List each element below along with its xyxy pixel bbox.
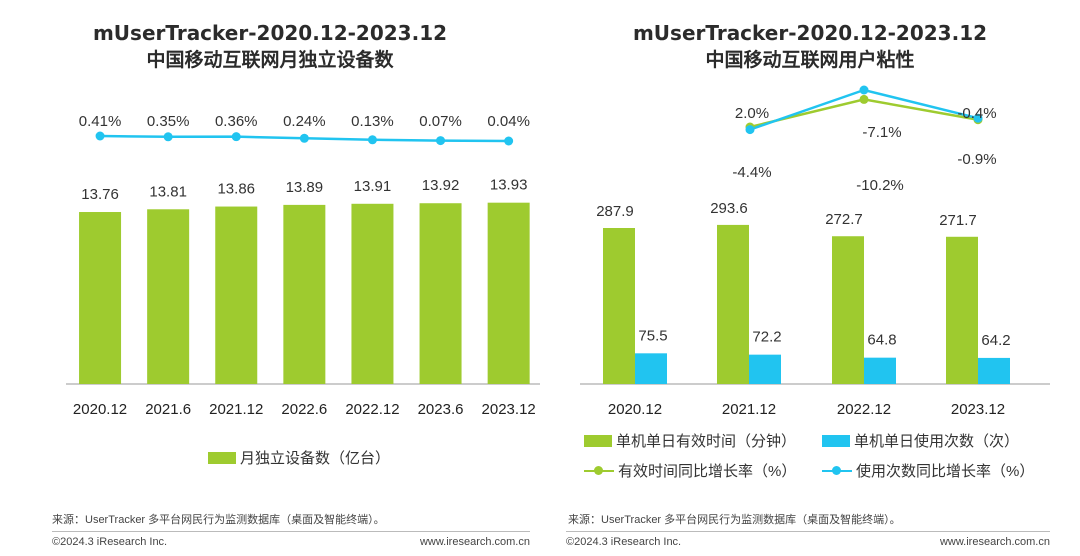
frequency-growth-label-2: -0.9% [957,151,996,168]
legend-label-duration-growth: 有效时间同比增长率（%） [618,463,797,480]
bar-devices-5 [419,203,462,384]
bar-devices-6 [487,202,530,384]
bar-label-duration-3: 271.7 [939,212,977,229]
legend-label-duration: 单机单日有效时间（分钟） [616,433,797,450]
left-footer-divider [52,531,530,532]
left-source-note: 来源：UserTracker 多平台网民行为监测数据库（桌面及智能终端）。 [52,514,385,526]
frequency-growth-label-0: -4.4% [732,164,771,181]
bar-label-duration-0: 287.9 [596,203,634,220]
x-tick-6: 2023.12 [482,401,536,418]
right-source-note: 来源：UserTracker 多平台网民行为监测数据库（桌面及智能终端）。 [568,514,901,526]
growth-label-1: 0.35% [147,113,190,130]
right-panel: mUserTracker-2020.12-2023.12 中国移动互联网用户粘性… [540,0,1080,556]
frequency-growth-point-0 [745,125,755,135]
growth-label-0: 0.41% [79,113,122,130]
bar-label-devices-1: 13.81 [149,183,187,200]
right-copyright: ©2024.3 iResearch Inc. [566,536,682,548]
left-title-line2: 中国移动互联网月独立设备数 [146,49,394,71]
bar-duration-3 [946,236,978,384]
bar-label-frequency-3: 64.2 [981,332,1010,349]
bar-frequency-2 [864,357,896,384]
growth-point-2 [231,132,241,142]
frequency-growth-label-1: -10.2% [856,177,904,194]
legend-item-devices: 月独立设备数（亿台） [208,447,390,468]
legend-label-frequency-growth: 使用次数同比增长率（%） [856,463,1035,480]
growth-point-5 [436,136,446,146]
x-tick-4: 2022.12 [345,401,399,418]
growth-label-4: 0.13% [351,113,394,130]
bar-frequency-3 [978,357,1010,384]
x-tick-1: 2021.12 [722,401,776,418]
bar-label-devices-6: 13.93 [490,177,528,194]
legend-item-duration-growth: 有效时间同比增长率（%） [584,460,796,481]
x-tick-3: 2022.6 [281,401,327,418]
duration-growth-label-2: -0.4% [957,105,996,122]
left-copyright: ©2024.3 iResearch Inc. [52,536,168,548]
bar-label-duration-1: 293.6 [710,200,748,217]
legend-swatch-devices [208,451,236,464]
bar-frequency-0 [635,353,667,384]
bar-label-duration-2: 272.7 [825,211,863,228]
growth-label-5: 0.07% [419,113,462,130]
bar-devices-4 [351,203,394,384]
bar-label-devices-5: 13.92 [422,177,460,194]
left-chart-title: mUserTracker-2020.12-2023.12 中国移动互联网月独立设… [0,20,540,73]
growth-point-6 [504,136,514,146]
frequency-growth-point-1 [859,85,869,95]
bar-duration-2 [832,236,864,384]
right-footer-divider [566,531,1050,532]
growth-point-0 [95,131,105,141]
bar-devices-0 [79,212,122,384]
legend-swatch-duration [584,434,612,447]
bar-label-frequency-1: 72.2 [752,329,781,346]
x-tick-1: 2021.6 [145,401,191,418]
x-tick-0: 2020.12 [73,401,127,418]
legend-swatch-frequency [822,434,850,447]
growth-label-3: 0.24% [283,113,326,130]
bar-frequency-1 [749,354,781,384]
right-chart-title: mUserTracker-2020.12-2023.12 中国移动互联网用户粘性 [540,20,1080,73]
right-chart: 287.9 75.5 2020.12 293.6 72.2 2021.12 272.7 64.… [580,85,1050,418]
x-tick-5: 2023.6 [418,401,464,418]
x-tick-0: 2020.12 [608,401,662,418]
legend-swatch-frequency-growth [822,465,852,477]
duration-growth-label-0: 2.0% [735,105,769,122]
right-title-line2: 中国移动互联网用户粘性 [705,49,915,71]
bar-label-frequency-2: 64.8 [867,332,896,349]
bar-duration-0 [603,228,635,384]
growth-label-6: 0.04% [487,113,530,130]
duration-growth-point-1 [859,94,869,104]
growth-point-1 [163,132,173,142]
left-title-line1: mUserTracker-2020.12-2023.12 [92,21,448,45]
growth-point-4 [367,135,377,145]
right-website: www.iresearch.com.cn [939,536,1050,548]
growth-label-2: 0.36% [215,113,258,130]
growth-point-3 [299,133,309,143]
left-chart: 13.76 2020.12 0.41% 13.81 2021.6 0.35% 13.86 20… [66,113,540,418]
bar-label-devices-4: 13.91 [354,178,392,195]
frequency-growth-point-2 [973,113,983,123]
legend-label-frequency: 单机单日使用次数（次） [854,433,1020,450]
bar-label-devices-3: 13.89 [286,179,324,196]
duration-growth-label-1: -7.1% [862,124,901,141]
legend-item-frequency-growth: 使用次数同比增长率（%） [822,460,1034,481]
legend-swatch-duration-growth [584,465,614,477]
bar-label-frequency-0: 75.5 [638,327,667,344]
bar-devices-3 [283,204,326,384]
x-tick-2: 2021.12 [209,401,263,418]
left-panel: mUserTracker-2020.12-2023.12 中国移动互联网月独立设… [0,20,540,548]
bar-duration-1 [717,224,749,384]
x-tick-2: 2022.12 [837,401,891,418]
x-tick-3: 2023.12 [951,401,1005,418]
legend-item-duration: 单机单日有效时间（分钟） [584,430,796,451]
legend-item-frequency: 单机单日使用次数（次） [822,430,1019,451]
bar-devices-2 [215,206,258,384]
right-title-line1: mUserTracker-2020.12-2023.12 [632,21,988,45]
legend-label-devices: 月独立设备数（亿台） [240,450,391,467]
bar-label-devices-2: 13.86 [217,181,255,198]
left-website: www.iresearch.com.cn [419,536,530,548]
bar-label-devices-0: 13.76 [81,186,119,203]
bar-devices-1 [147,209,190,384]
